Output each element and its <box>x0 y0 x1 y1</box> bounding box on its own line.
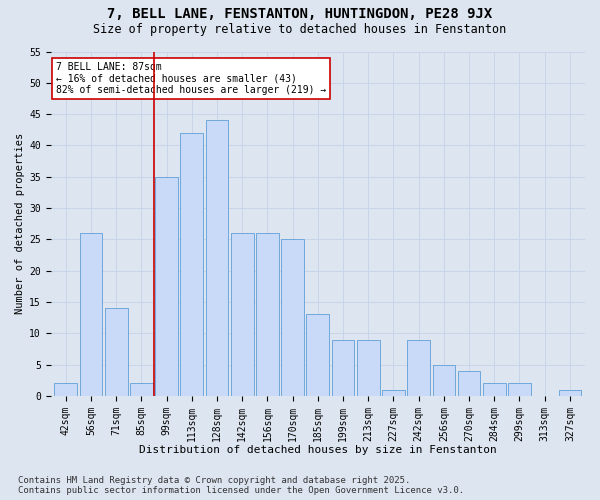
Bar <box>307 314 329 396</box>
Bar <box>80 233 103 396</box>
Bar <box>130 384 153 396</box>
Bar <box>181 133 203 396</box>
Bar <box>332 340 355 396</box>
Bar <box>55 384 77 396</box>
Bar <box>155 176 178 396</box>
Bar <box>508 384 531 396</box>
Bar <box>433 364 455 396</box>
X-axis label: Distribution of detached houses by size in Fenstanton: Distribution of detached houses by size … <box>139 445 497 455</box>
Bar <box>382 390 405 396</box>
Bar <box>357 340 380 396</box>
Bar <box>458 371 481 396</box>
Bar <box>231 233 254 396</box>
Text: 7, BELL LANE, FENSTANTON, HUNTINGDON, PE28 9JX: 7, BELL LANE, FENSTANTON, HUNTINGDON, PE… <box>107 8 493 22</box>
Bar <box>483 384 506 396</box>
Bar <box>105 308 128 396</box>
Y-axis label: Number of detached properties: Number of detached properties <box>15 133 25 314</box>
Bar <box>559 390 581 396</box>
Bar <box>206 120 229 396</box>
Text: 7 BELL LANE: 87sqm
← 16% of detached houses are smaller (43)
82% of semi-detache: 7 BELL LANE: 87sqm ← 16% of detached hou… <box>56 62 326 95</box>
Bar <box>256 233 279 396</box>
Bar <box>407 340 430 396</box>
Bar <box>281 240 304 396</box>
Text: Contains HM Land Registry data © Crown copyright and database right 2025.
Contai: Contains HM Land Registry data © Crown c… <box>18 476 464 495</box>
Text: Size of property relative to detached houses in Fenstanton: Size of property relative to detached ho… <box>94 22 506 36</box>
